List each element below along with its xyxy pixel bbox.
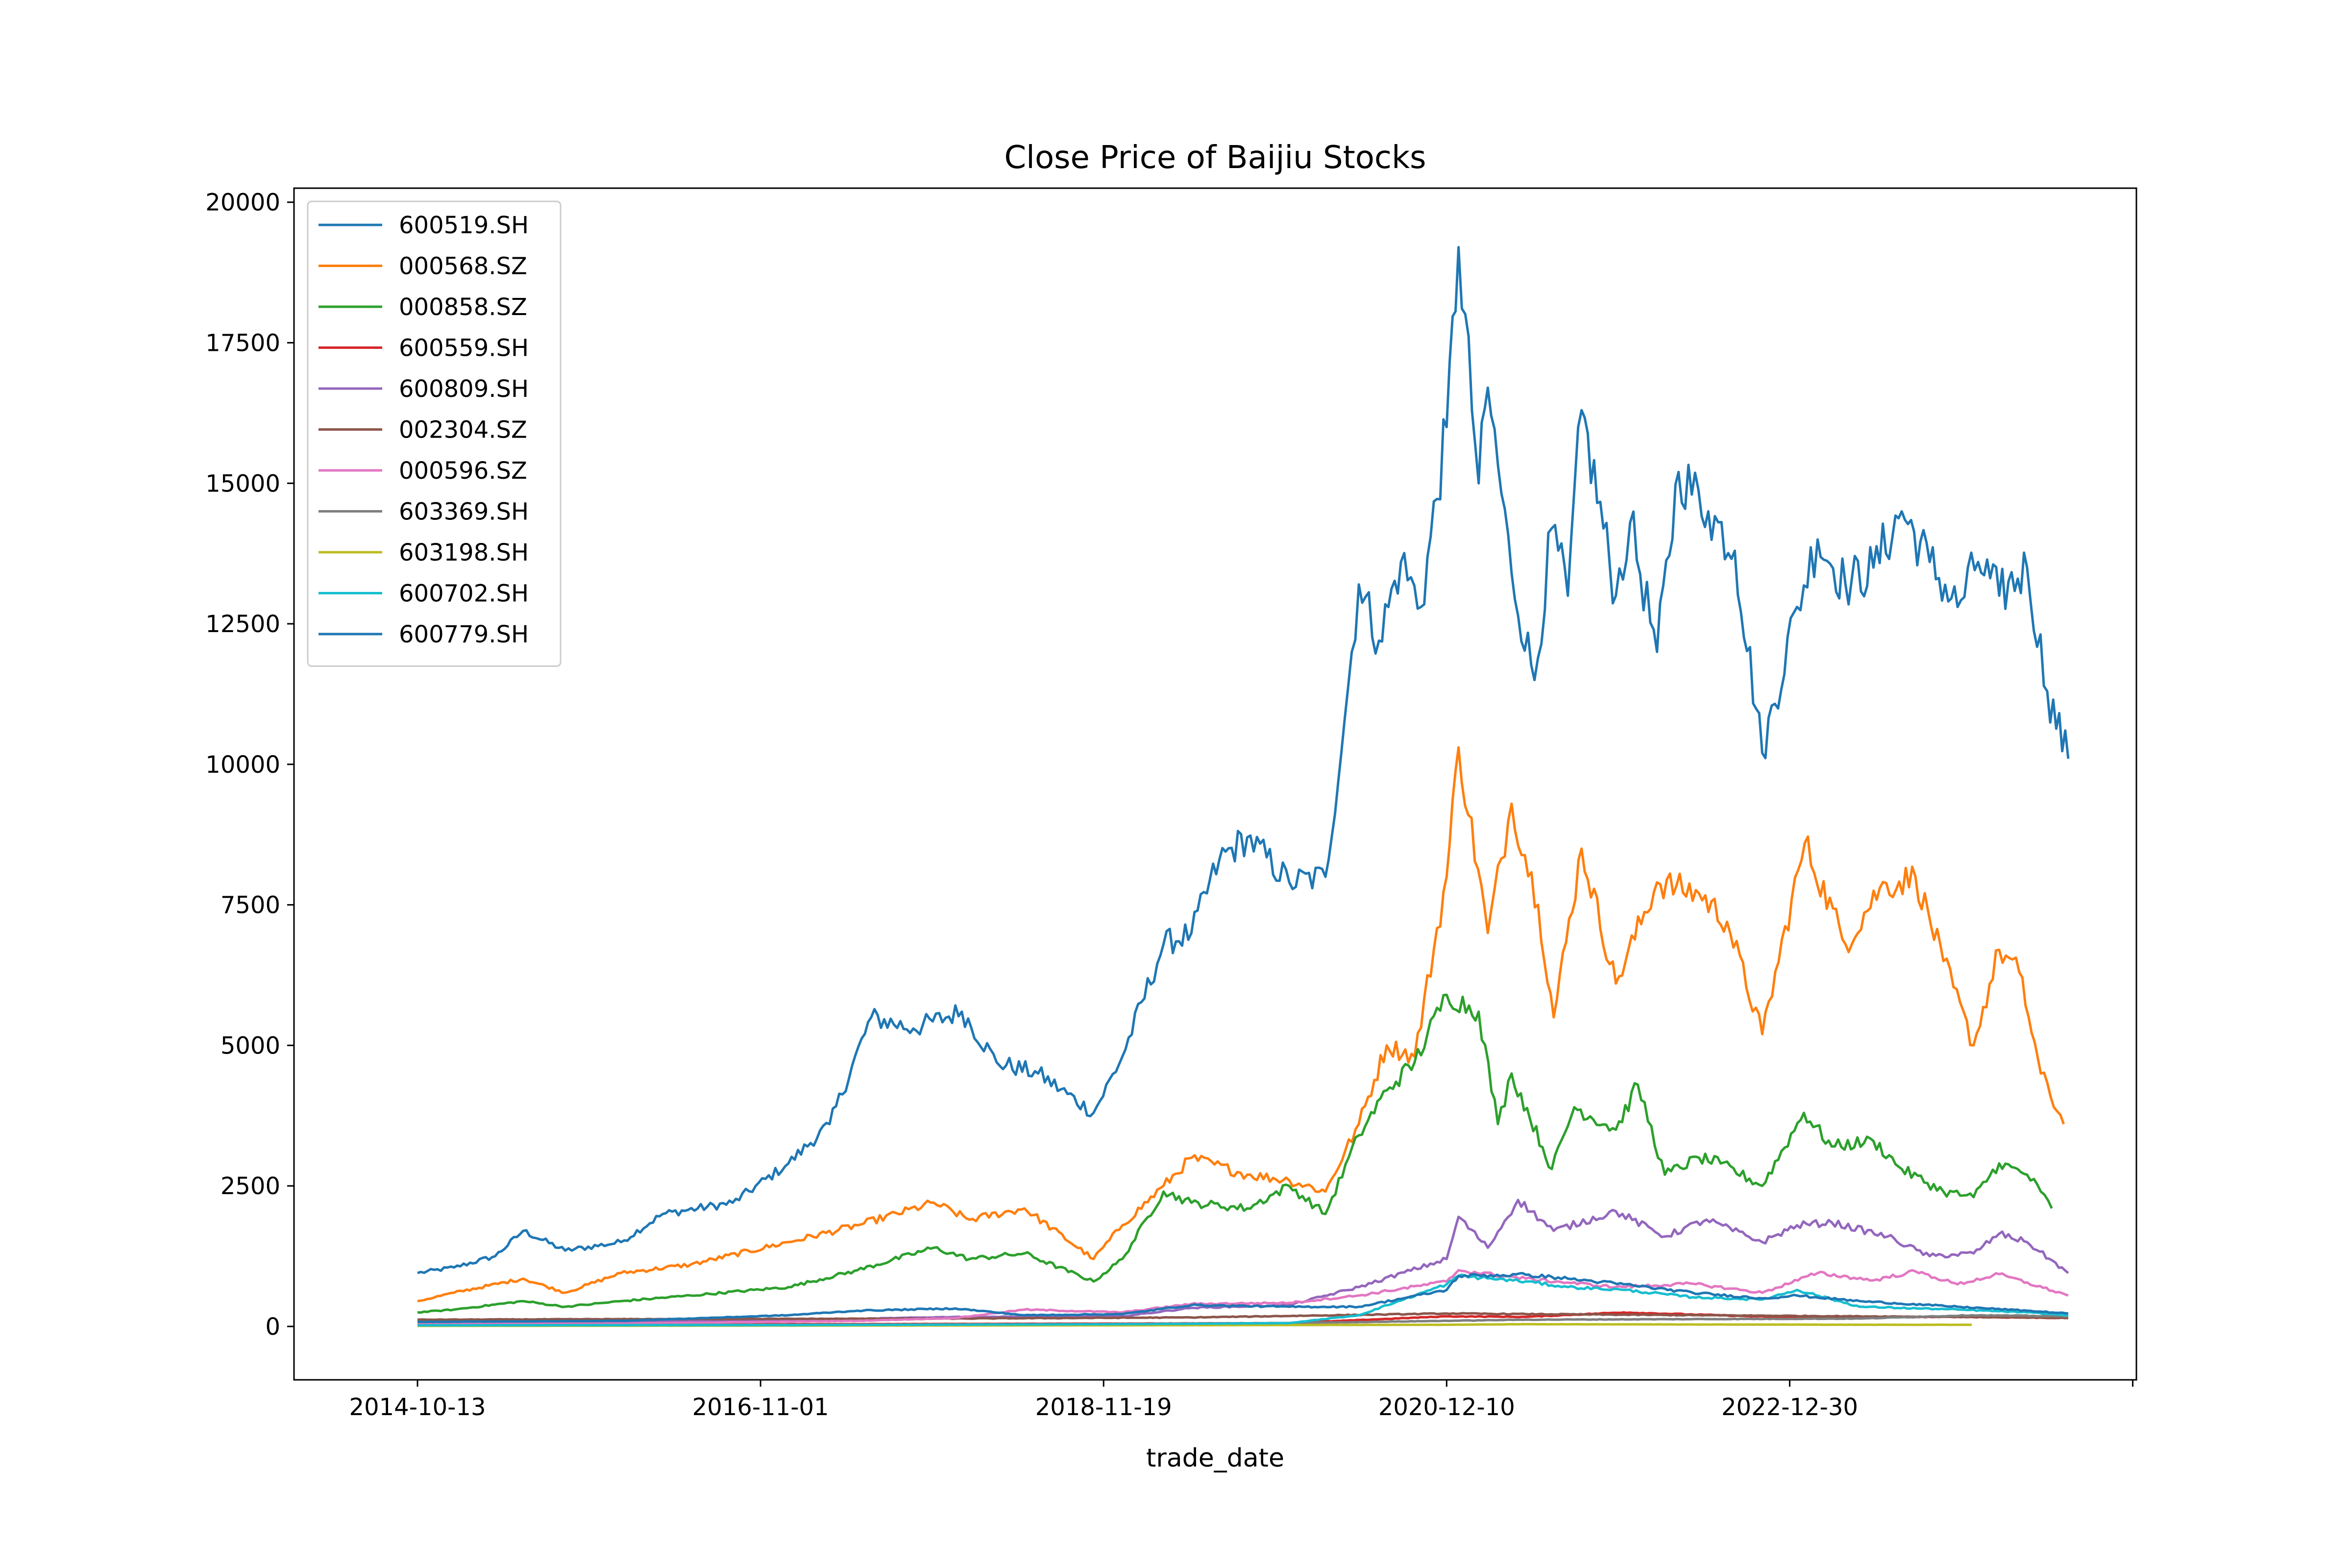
x-tick-label: 2014-10-13 xyxy=(349,1394,486,1421)
y-tick-label: 2500 xyxy=(220,1173,280,1200)
y-tick-label: 12500 xyxy=(205,611,280,638)
legend-label: 000596.SZ xyxy=(399,457,527,485)
legend-label: 002304.SZ xyxy=(399,416,527,444)
series-line-000568.SZ xyxy=(417,746,2065,1302)
legend-label: 000568.SZ xyxy=(399,253,527,280)
y-tick-label: 7500 xyxy=(220,892,280,919)
series-line-600702.SH xyxy=(417,1273,2069,1327)
legend-label: 600702.SH xyxy=(399,580,529,608)
x-axis: 2014-10-13 2016-11-01 2018-11-19 2020-12-10… xyxy=(349,1380,2134,1421)
y-axis: 0 2500 5000 7500 10000 12500 15000 17500 20000 xyxy=(205,189,294,1341)
legend-label: 603198.SH xyxy=(399,539,529,566)
x-tick-label: 2016-11-01 xyxy=(692,1394,829,1421)
series-line-600519.SH xyxy=(417,246,2070,1274)
x-tick-label: 2022-12-30 xyxy=(1721,1394,1858,1421)
legend-label: 600779.SH xyxy=(399,621,529,648)
y-tick-label: 5000 xyxy=(220,1032,280,1059)
series-line-000596.SZ xyxy=(417,1269,2069,1325)
x-tick-label: 2018-11-19 xyxy=(1035,1394,1172,1421)
x-tick-label: 2020-12-10 xyxy=(1378,1394,1515,1421)
plot-area xyxy=(417,246,2070,1327)
legend: 600519.SH 000568.SZ 000858.SZ 600559.SH 6008… xyxy=(307,200,562,667)
legend-label: 603369.SH xyxy=(399,498,529,526)
y-tick-label: 17500 xyxy=(205,329,280,357)
y-tick-label: 10000 xyxy=(205,751,280,779)
legend-label: 600809.SH xyxy=(399,375,529,403)
series-line-600779.SH xyxy=(417,1272,2069,1323)
y-tick-label: 0 xyxy=(265,1313,280,1341)
legend-label: 000858.SZ xyxy=(399,294,527,321)
series-line-000858.SZ xyxy=(417,993,2053,1314)
chart-title: Close Price of Baijiu Stocks xyxy=(1004,140,1426,176)
legend-label: 600519.SH xyxy=(399,212,529,239)
axes-frame xyxy=(293,187,2137,1381)
y-tick-label: 20000 xyxy=(205,189,280,217)
series-line-600809.SH xyxy=(417,1199,2069,1323)
legend-box xyxy=(307,200,562,667)
x-axis-label: trade_date xyxy=(1146,1444,1284,1473)
legend-label: 600559.SH xyxy=(399,335,529,362)
y-tick-label: 15000 xyxy=(205,470,280,497)
